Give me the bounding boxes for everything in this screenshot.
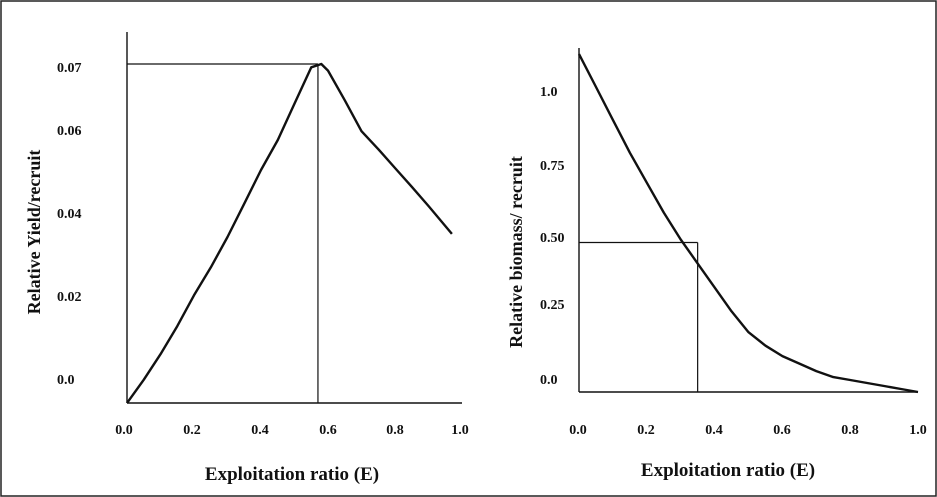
biomass-chart: Relative biomass/ recruit Exploitation r… <box>506 48 927 481</box>
yield-x-tick-label: 0.8 <box>386 423 404 438</box>
biomass-x-tick-label: 0.2 <box>637 423 655 438</box>
yield-x-tick-label: 1.0 <box>451 423 469 438</box>
biomass-y-tick-label: 0.75 <box>540 159 565 174</box>
biomass-x-tick-label: 0.6 <box>773 423 791 438</box>
biomass-x-axis-label: Exploitation ratio (E) <box>641 460 815 481</box>
biomass-x-tick-label: 1.0 <box>909 423 927 438</box>
biomass-y-tick-label: 0.0 <box>540 373 558 388</box>
biomass-y-tick-label: 0.50 <box>540 231 565 246</box>
yield-x-tick-label: 0.4 <box>251 423 269 438</box>
biomass-y-axis-label: Relative biomass/ recruit <box>506 156 526 348</box>
yield-chart: Relative Yield/recruit Exploitation rati… <box>24 32 469 485</box>
yield-y-tick-label: 0.07 <box>57 61 82 76</box>
yield-x-tick-label: 0.0 <box>115 423 133 438</box>
biomass-curve <box>577 53 919 394</box>
biomass-x-tick-label: 0.8 <box>841 423 859 438</box>
yield-x-tick-label: 0.2 <box>183 423 201 438</box>
yield-y-tick-label: 0.02 <box>57 290 82 305</box>
yield-x-tick-label: 0.6 <box>319 423 337 438</box>
biomass-x-tick-label: 0.4 <box>705 423 723 438</box>
biomass-x-tick-label: 0.0 <box>569 423 587 438</box>
biomass-y-tick-label: 1.0 <box>540 85 558 100</box>
yield-curve <box>126 62 453 404</box>
yield-y-tick-label: 0.0 <box>57 373 75 388</box>
yield-x-axis-label: Exploitation ratio (E) <box>205 464 379 485</box>
yield-y-tick-label: 0.04 <box>57 207 82 222</box>
yield-y-axis-label: Relative Yield/recruit <box>24 150 44 315</box>
biomass-y-tick-label: 0.25 <box>540 298 565 313</box>
yield-y-tick-label: 0.06 <box>57 124 82 139</box>
